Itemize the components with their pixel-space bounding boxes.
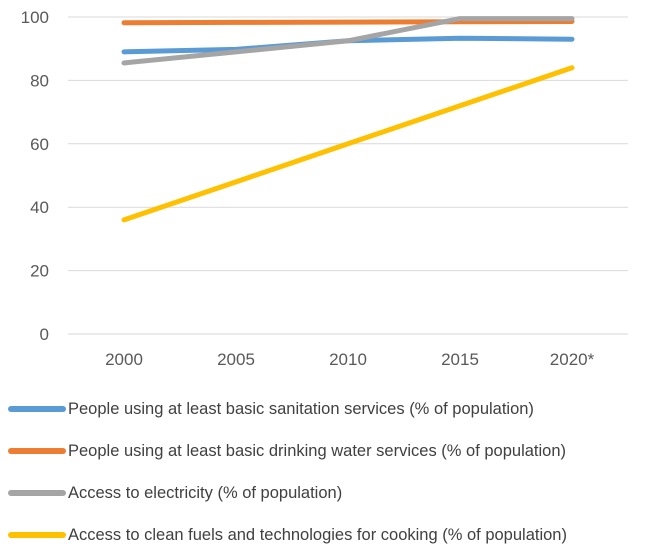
x-tick-label-2020*: 2020* <box>550 350 595 369</box>
x-tick-label-2015: 2015 <box>441 350 479 369</box>
legend-label-4: Access to clean fuels and technologies f… <box>68 525 567 544</box>
legend-item-4: Access to clean fuels and technologies f… <box>8 514 656 556</box>
series-line-4 <box>121 65 575 223</box>
legend-swatch-4 <box>8 532 66 538</box>
x-tick-label-2010: 2010 <box>329 350 367 369</box>
legend-swatch-3 <box>8 490 66 496</box>
legend-swatch-2 <box>8 448 66 454</box>
legend-label-3: Access to electricity (% of population) <box>68 483 343 502</box>
legend-label-2: People using at least basic drinking wat… <box>68 441 567 460</box>
y-tick-label-40: 40 <box>30 198 49 217</box>
legend-item-3: Access to electricity (% of population) <box>8 472 656 514</box>
chart-legend: People using at least basic sanitation s… <box>8 388 656 556</box>
legend-swatch-1 <box>8 406 66 412</box>
y-tick-label-60: 60 <box>30 135 49 154</box>
y-tick-label-20: 20 <box>30 262 49 281</box>
y-tick-label-80: 80 <box>30 71 49 90</box>
series-line-2 <box>121 18 575 26</box>
x-tick-label-2000: 2000 <box>105 350 143 369</box>
y-tick-label-0: 0 <box>40 325 49 344</box>
x-tick-label-2005: 2005 <box>217 350 255 369</box>
legend-item-1: People using at least basic sanitation s… <box>8 388 656 430</box>
legend-item-2: People using at least basic drinking wat… <box>8 430 656 472</box>
legend-label-1: People using at least basic sanitation s… <box>68 399 534 418</box>
line-chart-plot: 0 20 40 60 80 100 2000 2005 2010 2015 2020* <box>21 8 628 369</box>
series-line-3 <box>121 16 575 66</box>
y-tick-label-100: 100 <box>21 8 49 27</box>
